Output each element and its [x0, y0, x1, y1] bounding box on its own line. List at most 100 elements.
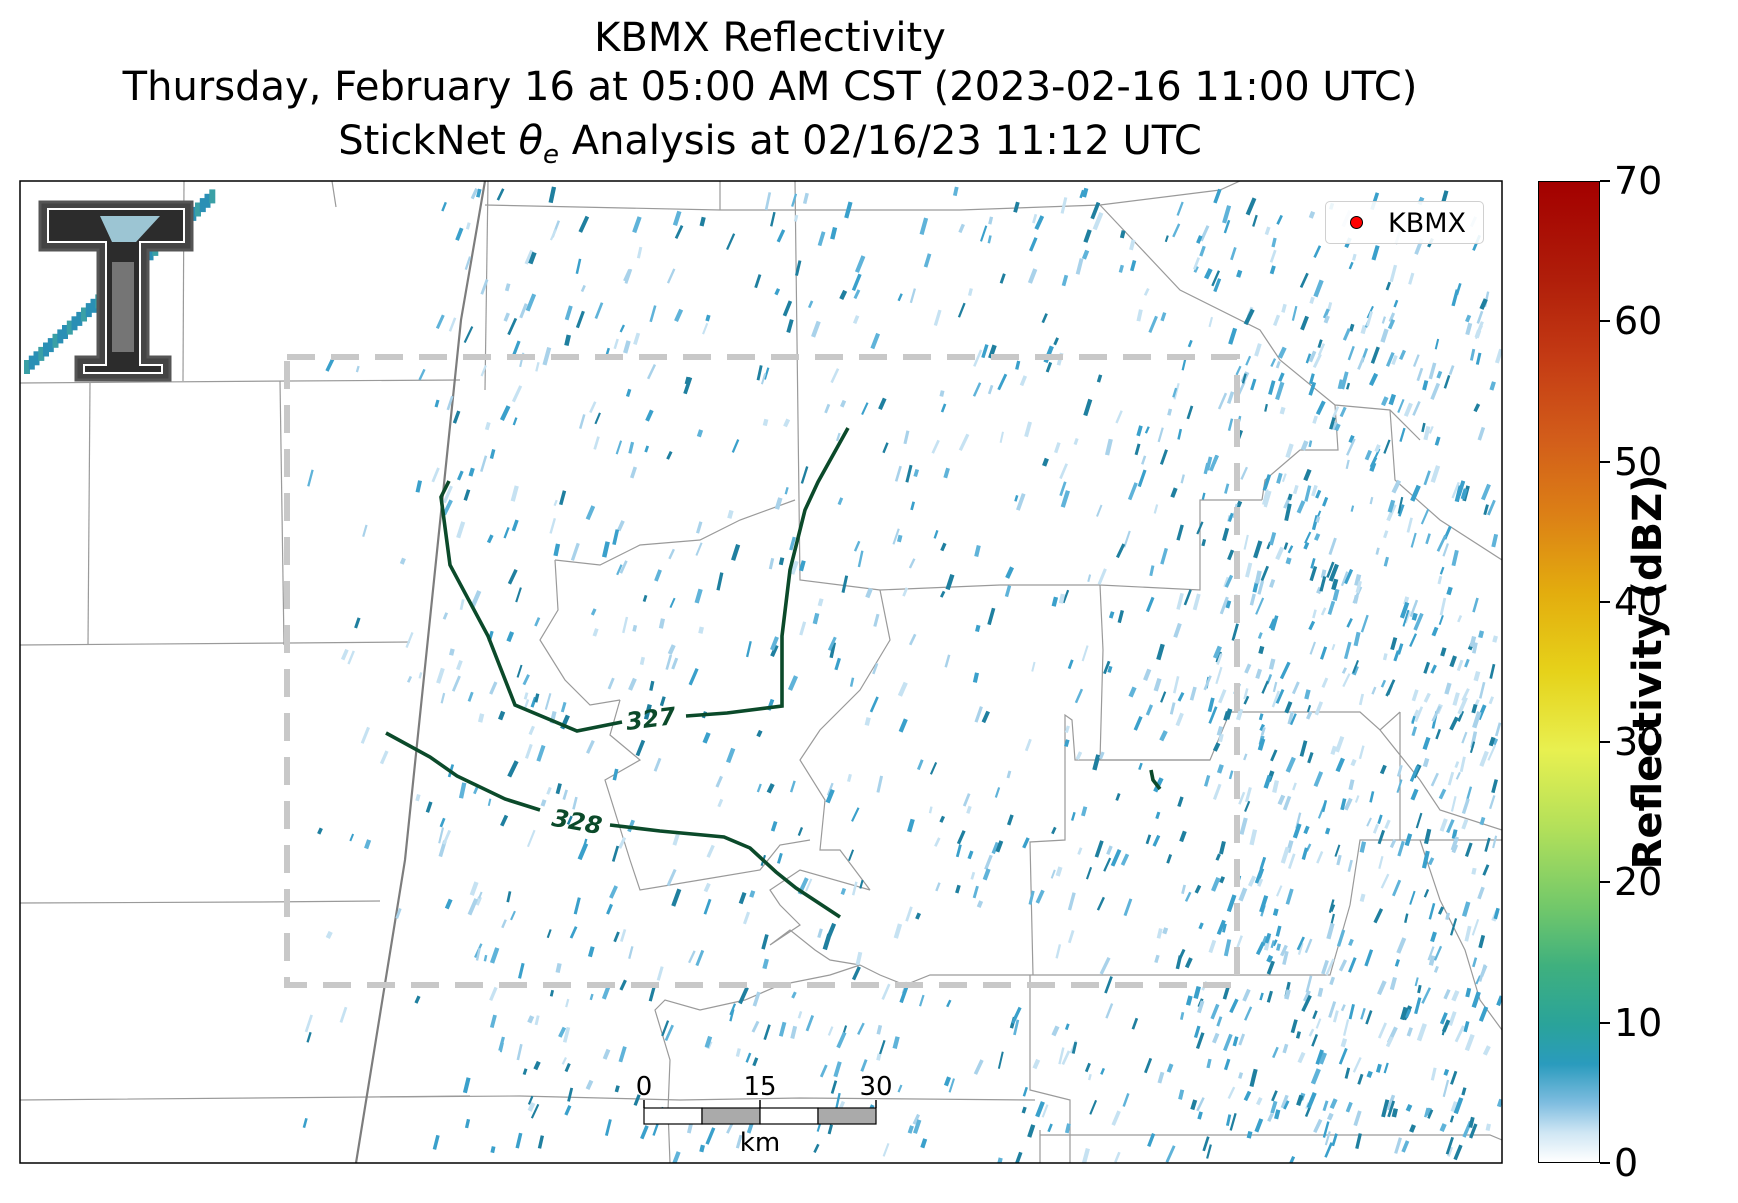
echo-pixel: [754, 274, 762, 289]
echo-pixel: [1291, 681, 1300, 695]
echo-pixel: [1081, 187, 1089, 198]
echo-pixel: [939, 815, 946, 823]
echo-pixel: [1449, 1115, 1455, 1123]
echo-pixel: [1064, 1123, 1071, 1134]
echo-pixel: [1423, 889, 1430, 898]
echo-pixel: [827, 1026, 834, 1036]
echo-pixel: [1478, 934, 1486, 949]
chart-subtitle-time: Thursday, February 16 at 05:00 AM CST (2…: [122, 64, 1418, 110]
echo-pixel: [1343, 641, 1352, 660]
echo-pixel: [1441, 1019, 1451, 1033]
echo-pixel: [1114, 1151, 1121, 1163]
echo-pixel: [688, 668, 699, 686]
echo-pixel: [1389, 839, 1397, 849]
echo-pixel: [1108, 611, 1115, 619]
echo-pixel: [1138, 762, 1143, 771]
echo-pixel: [1430, 382, 1441, 401]
echo-pixel: [672, 833, 680, 846]
echo-pixel: [770, 636, 779, 651]
echo-pixel: [1177, 428, 1183, 440]
echo-pixel: [1447, 771, 1455, 786]
echo-pixel: [1439, 1123, 1447, 1133]
echo-pixel: [1406, 517, 1413, 533]
echo-pixel: [1203, 462, 1210, 475]
echo-pixel: [1096, 374, 1103, 383]
echo-pixel: [1402, 609, 1410, 627]
echo-pixel: [762, 418, 769, 427]
echo-pixel: [827, 1124, 833, 1135]
echo-pixel: [1145, 704, 1154, 716]
echo-pixel: [1358, 693, 1365, 706]
echo-pixel: [1216, 653, 1223, 666]
echo-pixel: [830, 368, 840, 384]
echo-pixel: [1225, 1114, 1232, 1126]
echo-pixel: [1276, 472, 1283, 484]
echo-pixel: [1388, 393, 1396, 406]
echo-pixel: [555, 783, 562, 795]
echo-pixel: [1457, 696, 1468, 715]
echo-pixel: [666, 868, 677, 887]
echo-pixel: [876, 1024, 883, 1035]
echo-pixel: [852, 315, 860, 325]
echo-pixel: [1442, 1079, 1450, 1098]
echo-pixel: [507, 760, 519, 778]
echo-pixel: [1491, 779, 1498, 794]
echo-pixel: [1364, 449, 1373, 461]
echo-pixel: [770, 644, 779, 658]
echo-pixel: [1238, 1072, 1244, 1079]
echo-pixel: [1081, 1148, 1090, 1163]
echo-pixel: [1272, 1046, 1279, 1059]
echo-pixel: [1226, 894, 1237, 913]
echo-pixel: [760, 373, 767, 385]
echo-pixel: [1219, 876, 1226, 884]
echo-pixel: [1469, 741, 1476, 754]
echo-pixel: [418, 672, 423, 679]
echo-pixel: [1412, 354, 1420, 367]
echo-pixel: [704, 1035, 713, 1048]
echo-pixel: [1263, 490, 1272, 508]
echo-pixel: [1469, 635, 1477, 648]
echo-pixel: [616, 564, 623, 576]
echo-pixel: [835, 1092, 841, 1110]
echo-pixel: [580, 838, 588, 856]
echo-pixel: [668, 548, 675, 560]
echo-pixel: [1104, 976, 1113, 994]
echo-pixel: [619, 560, 628, 574]
echo-pixel: [706, 844, 715, 858]
colorbar-tick: [1600, 741, 1610, 744]
echo-pixel: [566, 815, 573, 825]
echo-pixel: [1047, 1123, 1053, 1133]
echo-pixel: [1266, 954, 1274, 963]
echo-pixel: [1439, 818, 1448, 832]
echo-pixel: [1213, 188, 1222, 204]
echo-pixel: [1160, 312, 1167, 322]
echo-pixel: [470, 590, 482, 608]
echo-pixel: [907, 818, 915, 833]
echo-pixel: [1371, 686, 1377, 695]
echo-pixel: [1411, 612, 1418, 621]
echo-pixel: [1391, 355, 1398, 365]
echo-pixel: [840, 887, 847, 895]
echo-pixel: [839, 399, 847, 408]
echo-pixel: [1313, 1118, 1323, 1133]
echo-pixel: [1296, 500, 1306, 514]
echo-pixel: [1464, 1034, 1475, 1052]
echo-pixel: [1096, 896, 1105, 911]
echo-pixel: [1328, 1001, 1337, 1018]
echo-pixel: [1032, 213, 1038, 224]
echo-pixel: [364, 839, 372, 850]
echo-pixel: [1257, 878, 1264, 887]
echo-pixel: [613, 338, 619, 350]
scale-bar-tick-15: 15: [743, 1072, 777, 1102]
echo-pixel: [1172, 676, 1180, 694]
echo-pixel: [686, 1122, 693, 1134]
echo-pixel: [1383, 556, 1390, 567]
echo-pixel: [1472, 711, 1482, 729]
echo-pixel: [1312, 353, 1322, 369]
echo-pixel: [1083, 229, 1092, 243]
echo-pixel: [1311, 1034, 1319, 1047]
echo-pixel: [923, 253, 932, 268]
echo-pixel: [1391, 479, 1402, 494]
echo-pixel: [1332, 1010, 1339, 1023]
